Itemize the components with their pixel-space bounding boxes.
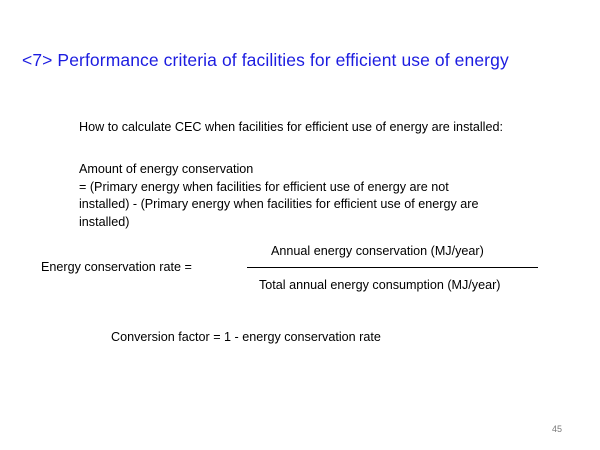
energy-conservation-definition: Amount of energy conservation = (Primary…: [79, 161, 478, 231]
definition-line: installed) - (Primary energy when facili…: [79, 197, 479, 211]
calculation-heading: How to calculate CEC when facilities for…: [79, 120, 503, 134]
slide-title: <7> Performance criteria of facilities f…: [22, 50, 509, 70]
fraction-numerator: Annual energy conservation (MJ/year): [271, 244, 484, 258]
definition-line: installed): [79, 214, 130, 229]
conversion-factor-formula: Conversion factor = 1 - energy conservat…: [111, 330, 381, 344]
fraction-bar: [247, 267, 538, 268]
definition-line: Amount of energy conservation: [79, 162, 254, 176]
fraction-denominator: Total annual energy consumption (MJ/year…: [259, 278, 501, 292]
definition-line: = (Primary energy when facilities for ef…: [79, 179, 449, 194]
conservation-rate-label: Energy conservation rate =: [41, 260, 192, 274]
page-number: 45: [552, 424, 563, 434]
